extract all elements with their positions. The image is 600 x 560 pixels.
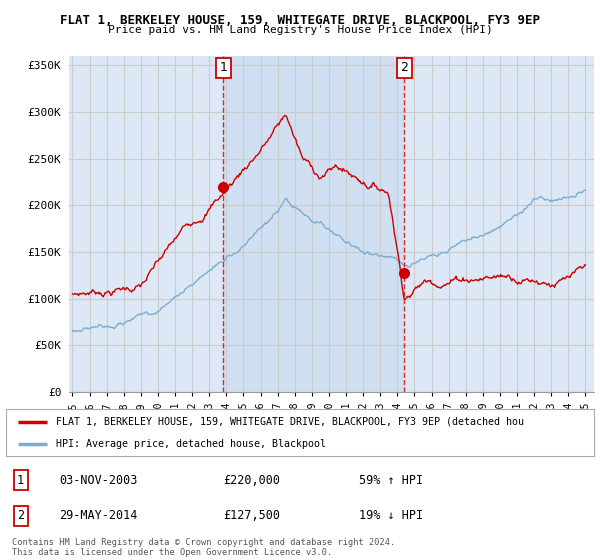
Text: £220,000: £220,000 <box>224 474 281 487</box>
Text: 59% ↑ HPI: 59% ↑ HPI <box>359 474 423 487</box>
Text: Price paid vs. HM Land Registry's House Price Index (HPI): Price paid vs. HM Land Registry's House … <box>107 25 493 35</box>
Text: FLAT 1, BERKELEY HOUSE, 159, WHITEGATE DRIVE, BLACKPOOL, FY3 9EP: FLAT 1, BERKELEY HOUSE, 159, WHITEGATE D… <box>60 14 540 27</box>
Text: 1: 1 <box>17 474 24 487</box>
Text: 03-NOV-2003: 03-NOV-2003 <box>59 474 137 487</box>
Text: 1: 1 <box>220 61 227 74</box>
Text: 2: 2 <box>400 61 408 74</box>
Text: Contains HM Land Registry data © Crown copyright and database right 2024.
This d: Contains HM Land Registry data © Crown c… <box>12 538 395 557</box>
Text: 19% ↓ HPI: 19% ↓ HPI <box>359 510 423 522</box>
Text: FLAT 1, BERKELEY HOUSE, 159, WHITEGATE DRIVE, BLACKPOOL, FY3 9EP (detached hou: FLAT 1, BERKELEY HOUSE, 159, WHITEGATE D… <box>56 417 524 427</box>
Text: 2: 2 <box>17 510 24 522</box>
Text: 29-MAY-2014: 29-MAY-2014 <box>59 510 137 522</box>
Bar <box>223 56 404 392</box>
Text: HPI: Average price, detached house, Blackpool: HPI: Average price, detached house, Blac… <box>56 438 326 449</box>
Text: £127,500: £127,500 <box>224 510 281 522</box>
